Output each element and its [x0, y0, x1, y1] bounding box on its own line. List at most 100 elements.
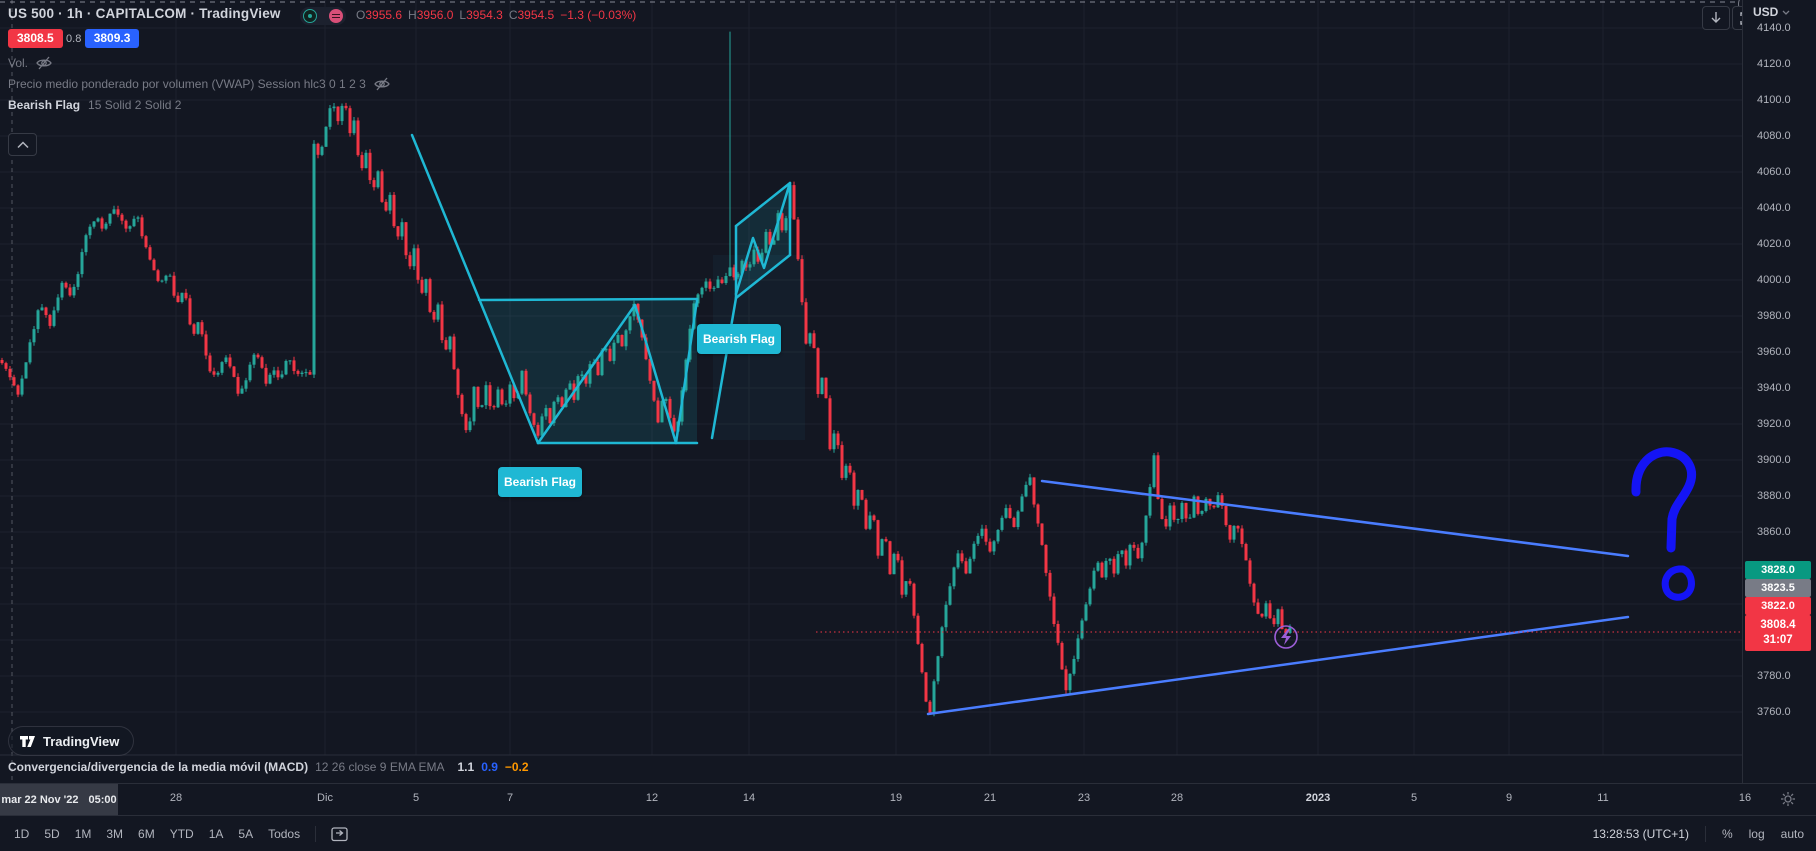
crosshair-time: 05:00 — [88, 793, 117, 806]
range-all[interactable]: Todos — [268, 826, 301, 841]
bearish-flag-small-line[interactable] — [710, 296, 738, 440]
open-value: 3955.6 — [365, 8, 403, 22]
news-feed-icon — [329, 9, 343, 23]
clock[interactable]: 13:28:53 (UTC+1) — [1592, 826, 1689, 841]
time-tick: 21 — [983, 792, 997, 804]
crosshair-time-label: mar 22 Nov '22 05:00 — [0, 784, 118, 815]
time-tick: 5 — [1410, 792, 1418, 804]
macd-value-2: 0.9 — [481, 760, 498, 774]
symbol-title[interactable]: US 500 · 1h · CAPITALCOM · TradingView — [8, 6, 281, 21]
toolbar-divider — [1704, 825, 1706, 842]
question-mark-drawing[interactable] — [1631, 447, 1696, 553]
bearish-flag-large-zigzag[interactable] — [536, 298, 699, 445]
vwap-label: Precio medio ponderado por volumen (VWAP… — [8, 77, 366, 91]
tradingview-watermark[interactable]: TradingView — [8, 726, 135, 756]
price-tick: 3780.0 — [1757, 670, 1791, 682]
bar-countdown: 31:07 — [1763, 634, 1793, 646]
bottom-toolbar: 1D 5D 1M 3M 6M YTD 1A 5A Todos 13:28:53 … — [0, 815, 1816, 851]
currency-label: USD — [1753, 5, 1779, 19]
range-3m[interactable]: 3M — [106, 826, 124, 841]
time-axis[interactable]: mar 22 Nov '22 05:00 28 Dic 5 7 12 14 19 21 23 28… — [0, 783, 1816, 816]
time-tick: 2023 — [1305, 792, 1331, 804]
indicator-macd[interactable]: Convergencia/divergencia de la media móv… — [8, 760, 529, 774]
price-tick: 3900.0 — [1757, 454, 1791, 466]
bearish-flag-label[interactable]: Bearish Flag — [498, 467, 582, 497]
price-chart-canvas[interactable] — [0, 0, 1742, 783]
data-source-toggle[interactable] — [300, 7, 346, 25]
time-tick: 23 — [1077, 792, 1091, 804]
time-tick: 16 — [1738, 792, 1752, 804]
pattern-name: Bearish Flag — [8, 98, 81, 112]
range-5d[interactable]: 5D — [44, 826, 60, 841]
range-1m[interactable]: 1M — [74, 826, 92, 841]
range-1d[interactable]: 1D — [14, 826, 30, 841]
tradingview-logo-icon — [20, 735, 35, 747]
log-scale-button[interactable]: log — [1748, 826, 1765, 841]
price-label-green: 3828.0 — [1745, 561, 1811, 579]
time-tick: Dic — [317, 792, 333, 804]
legend-collapse-button[interactable] — [8, 133, 37, 156]
collapse-chevron-icon — [16, 140, 29, 148]
range-6m[interactable]: 6M — [138, 826, 155, 841]
bearish-flag-small-line[interactable] — [734, 181, 792, 228]
range-1y[interactable]: 1A — [208, 826, 224, 841]
price-axis[interactable]: USD 4140.0 4120.0 4100.0 4080.0 4060.0 4040.0… — [1742, 0, 1816, 783]
eye-off-icon[interactable] — [373, 77, 390, 91]
range-5y[interactable]: 5A — [238, 826, 254, 841]
bid-ask-row: 3808.5 0.8 3809.3 — [8, 29, 140, 48]
bearish-flag-large-line[interactable] — [477, 297, 699, 302]
price-label-gray: 3823.5 — [1745, 579, 1811, 597]
bearish-flag-large-line[interactable] — [410, 133, 540, 445]
buy-button[interactable]: 3809.3 — [84, 29, 140, 48]
time-tick: 9 — [1505, 792, 1513, 804]
indicator-volume[interactable]: Vol. — [8, 56, 52, 70]
price-tick: 4020.0 — [1757, 238, 1791, 250]
lightning-marker[interactable] — [1274, 625, 1298, 649]
macd-value-3: −0.2 — [504, 760, 529, 774]
auto-scale-button[interactable]: auto — [1780, 826, 1804, 841]
bearish-flag-small-line[interactable] — [734, 253, 792, 300]
time-tick: 28 — [1170, 792, 1184, 804]
bearish-flag-small-zigzag[interactable] — [734, 184, 791, 296]
macd-title: Convergencia/divergencia de la media móv… — [8, 760, 309, 774]
low-label: L — [459, 8, 467, 22]
current-price-value: 3808.4 — [1760, 619, 1796, 631]
price-tick: 4000.0 — [1757, 274, 1791, 286]
high-value: 3956.0 — [416, 8, 454, 22]
percent-scale-button[interactable]: % — [1721, 826, 1733, 841]
time-tick: 12 — [645, 792, 659, 804]
current-price-label: 3808.4 31:07 — [1745, 615, 1811, 651]
time-tick: 14 — [742, 792, 756, 804]
indicator-vwap[interactable]: Precio medio ponderado por volumen (VWAP… — [8, 77, 390, 91]
question-mark-dot[interactable] — [1661, 565, 1695, 601]
price-tick: 3960.0 — [1757, 346, 1791, 358]
price-tick: 3940.0 — [1757, 382, 1791, 394]
price-tick: 4060.0 — [1757, 166, 1791, 178]
bearish-flag-label[interactable]: Bearish Flag — [697, 324, 781, 354]
price-tick: 3860.0 — [1757, 526, 1791, 538]
calendar-goto-icon[interactable] — [331, 826, 350, 842]
crosshair-date: mar 22 Nov '22 — [1, 793, 79, 806]
trendline[interactable] — [926, 615, 1630, 716]
range-ytd[interactable]: YTD — [169, 826, 194, 841]
price-label-red: 3822.0 — [1745, 597, 1811, 615]
close-label: C — [508, 8, 518, 22]
sell-button[interactable]: 3808.5 — [8, 29, 63, 48]
time-tick: 19 — [889, 792, 903, 804]
eye-off-icon[interactable] — [36, 56, 52, 70]
download-arrow-icon — [1711, 12, 1721, 23]
lightning-icon — [1281, 629, 1291, 645]
trendline[interactable] — [1040, 479, 1630, 558]
watermark-label: TradingView — [43, 733, 120, 749]
indicator-bearish-flag[interactable]: Bearish Flag 15 Solid 2 Solid 2 — [8, 98, 181, 112]
download-button[interactable] — [1702, 6, 1730, 30]
gear-icon[interactable] — [1780, 791, 1796, 807]
currency-selector[interactable]: USD — [1753, 5, 1790, 19]
close-value: 3954.5 — [517, 8, 555, 22]
ohlc-values: O3955.6 H3956.0 L3954.3 C3954.5 −1.3 (−0… — [356, 8, 636, 22]
price-tick: 3980.0 — [1757, 310, 1791, 322]
candles — [0, 31, 1292, 717]
spread-value: 0.8 — [66, 32, 82, 45]
price-tick: 4120.0 — [1757, 58, 1791, 70]
